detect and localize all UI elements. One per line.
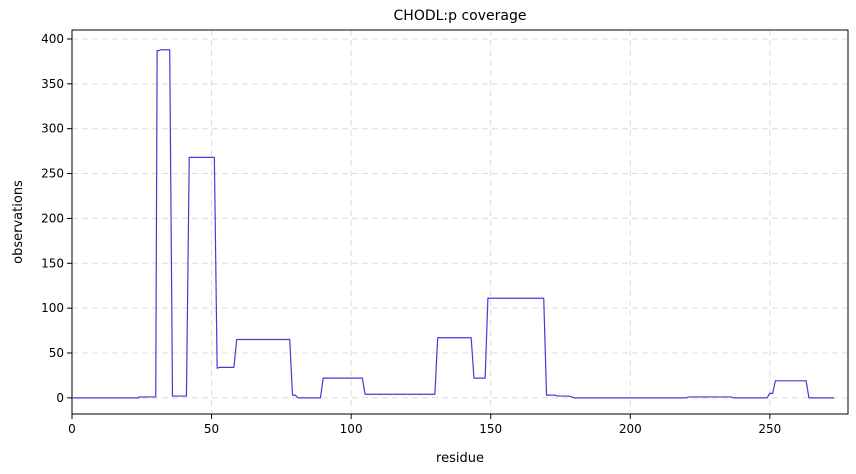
x-tick-label: 50 [204,422,219,436]
y-tick-label: 200 [41,211,64,225]
y-tick-label: 250 [41,167,64,181]
x-tick-label: 250 [758,422,781,436]
x-tick-label: 100 [340,422,363,436]
y-axis-title: observations [11,180,26,264]
series-layer [72,49,835,399]
y-tick-label: 400 [41,32,64,46]
x-tick-label: 150 [479,422,502,436]
chart-title: CHODL:p coverage [394,8,527,24]
y-tick-label: 300 [41,122,64,136]
plot-frame [71,29,849,415]
x-tick-label: 0 [68,422,76,436]
y-tick-label: 350 [41,77,64,91]
y-tick-label: 0 [56,391,64,405]
y-tick-label: 50 [49,346,64,360]
y-tick-label: 150 [41,256,64,270]
x-tick-label: 200 [619,422,642,436]
y-tick-label: 100 [41,301,64,315]
x-axis-title: residue [436,451,484,466]
axes [71,29,849,415]
ticks: 0 50 100 150 200 250 0 50 100 150 200 250 300 350 400 [41,32,781,436]
coverage-line [72,49,835,399]
